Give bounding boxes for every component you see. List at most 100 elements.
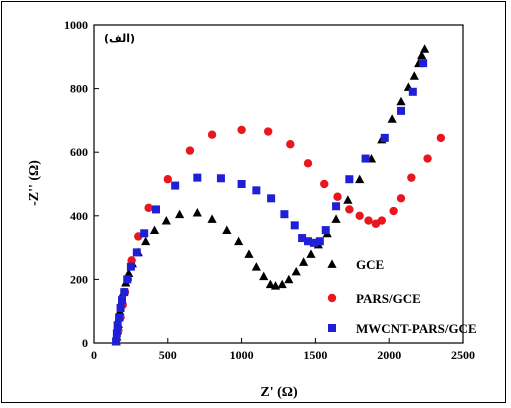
data-point — [396, 96, 406, 106]
data-point — [361, 154, 370, 163]
data-point — [420, 44, 430, 53]
data-point — [216, 174, 225, 183]
data-point — [112, 337, 121, 346]
x-tick-label: 1500 — [303, 348, 327, 362]
data-point — [112, 329, 121, 338]
data-point — [270, 281, 281, 290]
data-point — [118, 296, 127, 305]
axes: 0 500 1000 1500 2000 2500 0 200 400 600 800 1000 — [64, 18, 475, 362]
data-point — [315, 237, 324, 246]
data-point — [408, 87, 417, 96]
data-point — [144, 203, 153, 213]
data-point — [123, 275, 132, 284]
data-point — [423, 154, 432, 163]
data-point — [149, 225, 160, 235]
y-tick-label: 200 — [70, 272, 88, 286]
data-point — [265, 279, 275, 289]
data-point — [389, 206, 398, 216]
data-point — [267, 194, 276, 203]
y-tick-label: 400 — [70, 209, 88, 223]
data-point — [298, 257, 309, 266]
data-point — [175, 209, 185, 219]
data-point — [331, 214, 341, 223]
data-point — [259, 271, 269, 281]
data-point — [387, 114, 397, 123]
series-1 — [111, 125, 446, 345]
data-point — [193, 173, 202, 182]
data-point — [113, 321, 122, 330]
data-point — [222, 225, 232, 235]
figure-frame — [1, 1, 506, 403]
legend: GCE PARS/GCE MWCNT-PARS/GCE — [327, 257, 477, 336]
x-tick-label: 500 — [159, 348, 177, 362]
x-axis-title: Z' (Ω) — [260, 385, 298, 400]
x-tick-label: 0 — [91, 348, 97, 362]
data-point — [284, 274, 294, 284]
data-point — [397, 106, 406, 115]
data-point — [163, 175, 172, 184]
data-point — [320, 179, 329, 189]
x-tick-label: 2000 — [377, 348, 401, 362]
legend-marker — [327, 259, 337, 268]
data-point — [124, 268, 134, 277]
data-point — [364, 216, 373, 225]
data-point — [355, 211, 364, 220]
y-tick-label: 800 — [70, 82, 88, 96]
data-point — [333, 192, 342, 201]
data-point — [343, 195, 353, 204]
x-tick-label: 1000 — [230, 348, 254, 362]
data-point — [306, 249, 316, 258]
data-point — [355, 174, 365, 184]
data-point — [252, 186, 261, 195]
data-point — [115, 313, 124, 322]
data-point — [280, 210, 289, 219]
data-point — [185, 146, 195, 155]
data-marks — [111, 44, 446, 346]
data-point — [120, 288, 129, 297]
data-point — [290, 221, 299, 230]
data-point — [298, 234, 307, 243]
data-point — [345, 175, 354, 184]
data-point — [251, 262, 261, 271]
data-point — [151, 205, 160, 214]
data-point — [140, 229, 149, 238]
data-point — [345, 205, 354, 214]
data-point — [207, 214, 217, 223]
data-point — [207, 130, 217, 139]
data-point — [127, 256, 136, 265]
data-point — [263, 127, 273, 136]
data-point — [332, 202, 341, 211]
y-tick-label: 0 — [82, 336, 88, 350]
data-point — [396, 194, 406, 203]
data-point — [141, 236, 151, 246]
data-point — [419, 59, 428, 68]
data-point — [116, 304, 125, 313]
data-point — [286, 140, 295, 149]
data-point — [309, 238, 318, 247]
legend-marker — [327, 293, 337, 303]
x-tick-label: 2500 — [451, 348, 475, 362]
data-point — [409, 71, 419, 80]
legend-label: MWCNT-PARS/GCE — [356, 321, 477, 336]
data-point — [321, 226, 330, 235]
legend-label: GCE — [356, 257, 384, 272]
legend-marker — [328, 324, 336, 332]
data-point — [234, 236, 244, 246]
data-point — [126, 262, 135, 271]
data-point — [304, 237, 313, 246]
data-point — [237, 180, 246, 188]
data-point — [237, 125, 246, 135]
data-point — [171, 181, 180, 190]
data-point — [436, 133, 446, 143]
data-point — [377, 216, 387, 225]
data-point — [244, 249, 254, 258]
legend-label: PARS/GCE — [356, 291, 421, 306]
data-point — [380, 133, 389, 142]
data-point — [192, 208, 202, 217]
data-point — [291, 266, 301, 276]
y-tick-label: 600 — [70, 145, 88, 159]
y-axis-title: -Z'' (Ω) — [27, 160, 42, 206]
y-tick-label: 1000 — [64, 18, 88, 32]
data-point — [407, 173, 416, 182]
data-point — [132, 248, 141, 257]
